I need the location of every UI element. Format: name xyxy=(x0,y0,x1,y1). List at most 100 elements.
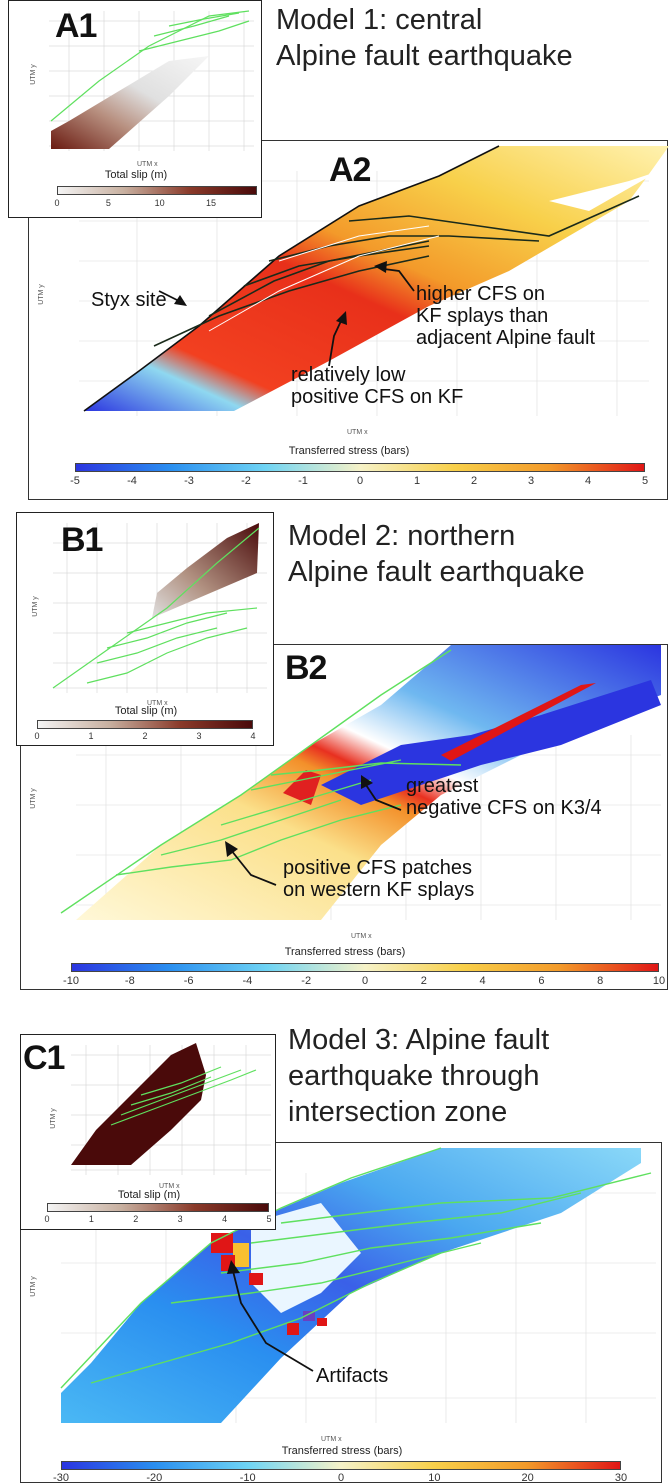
a2-cbar-tick: 5 xyxy=(641,475,649,487)
c1-ylabel: UTM y xyxy=(49,1108,57,1129)
a2-annot-higher-2: KF splays than xyxy=(416,305,549,327)
c1-slip-field xyxy=(71,1043,206,1165)
a2-arrow-styx xyxy=(158,290,180,302)
c2-artifact-patches xyxy=(211,1233,327,1335)
b2-ylabel: UTM y xyxy=(29,788,37,809)
c2-xlabel: UTM x xyxy=(321,1436,342,1443)
b2-cbar-tick: 4 xyxy=(479,975,486,987)
model3-title-line1: Model 3: Alpine fault xyxy=(288,1024,550,1056)
a2-stress-field xyxy=(84,146,669,411)
b2-cbar-tick: 10 xyxy=(652,975,666,987)
a2-xlabel: UTM x xyxy=(347,429,368,436)
a2-cbar-tick: -5 xyxy=(70,475,80,487)
model1-title: Model 1: central Alpine fault earthquake xyxy=(276,2,573,74)
b1-cbar-tick: 3 xyxy=(196,731,202,741)
b2-cbar-tick: 2 xyxy=(420,975,427,987)
a2-annot-low-2: positive CFS on KF xyxy=(291,386,464,408)
a1-cbar-title: Total slip (m) xyxy=(104,169,168,181)
model1-title-line2: Alpine fault earthquake xyxy=(276,40,573,72)
a2-cbar-tick: 2 xyxy=(470,475,478,487)
c1-cbar-tick: 3 xyxy=(177,1214,183,1224)
a2-cbar-tick: -1 xyxy=(298,475,308,487)
a2-arrowhead-styx xyxy=(174,295,187,306)
a1-cbar-tick: 15 xyxy=(205,198,217,208)
b1-plot xyxy=(52,523,267,693)
a2-cbar-tick: 1 xyxy=(413,475,421,487)
a1-ylabel: UTM y xyxy=(29,64,37,85)
c2-white-zone xyxy=(251,1203,361,1313)
c1-label: C1 xyxy=(23,1039,65,1077)
a2-annot-low-1: relatively low xyxy=(291,364,406,386)
b2-red-patch xyxy=(283,770,321,805)
a1-inset: A1 UTM y UTM x Total slip (m) 0 5 10 15 xyxy=(8,0,262,218)
b2-negative-blocks xyxy=(321,680,661,805)
a2-ylabel: UTM y xyxy=(37,284,45,305)
b2-arrow-positive xyxy=(230,849,277,886)
a2-annot-higher-1: higher CFS on xyxy=(416,283,545,305)
a1-plot xyxy=(49,10,254,151)
c1-cbar-title: Total slip (m) xyxy=(117,1189,181,1201)
c2-cbar-title: Transferred stress (bars) xyxy=(281,1445,403,1457)
b2-cbar-tick: -4 xyxy=(242,975,253,987)
a2-plot xyxy=(79,145,669,416)
b2-cbar-tick: 6 xyxy=(538,975,545,987)
b2-annot-greatest-1: greatest xyxy=(406,775,479,797)
b2-cbar-tick: 0 xyxy=(361,975,369,987)
model3-title-line2: earthquake through xyxy=(288,1060,540,1092)
a1-slip-field xyxy=(51,56,209,149)
c1-inset: C1 UTM y UTM x Total slip (m) 0 1 2 3 4 5 xyxy=(20,1034,276,1230)
c2-colorbar xyxy=(61,1461,621,1470)
a2-white-traces xyxy=(208,225,440,332)
c2-cbar-tick: 20 xyxy=(521,1472,534,1484)
a2-cbar-title: Transferred stress (bars) xyxy=(288,445,410,457)
b2-cbar-tick: -10 xyxy=(63,975,79,987)
b1-inset: B1 UTM y UTM x Total slip (m) 0 1 2 3 4 xyxy=(16,512,274,746)
b2-arrowhead-positive xyxy=(225,841,238,857)
c1-cbar-tick: 4 xyxy=(222,1214,228,1224)
model2-title-line2: Alpine fault earthquake xyxy=(288,556,585,588)
a1-label: A1 xyxy=(55,7,97,45)
model1-title-line1: Model 1: central xyxy=(276,4,483,36)
a2-panel: A2 Styx site higher CFS on KF splays tha… xyxy=(28,140,669,500)
b2-cbar-tick: -8 xyxy=(124,975,135,987)
b1-ylabel: UTM y xyxy=(31,596,39,617)
b1-xlabel: UTM x xyxy=(147,700,168,707)
a1-cbar-tick: 5 xyxy=(105,198,111,208)
c2-cbar-tick: 10 xyxy=(428,1472,441,1484)
a2-cbar-tick: -2 xyxy=(241,475,251,487)
a2-label: A2 xyxy=(329,151,371,189)
b2-annot-positive-2: on western KF splays xyxy=(283,879,475,901)
a2-cbar-tick: 4 xyxy=(584,475,592,487)
b1-traces xyxy=(52,527,260,689)
model2-title-line1: Model 2: northern xyxy=(288,520,516,552)
c2-cbar-tick: -30 xyxy=(53,1472,69,1484)
a2-arrowhead-low xyxy=(336,311,347,325)
a1-cbar-tick: 0 xyxy=(54,198,60,208)
c1-cbar-tick: 0 xyxy=(44,1214,50,1224)
b1-cbar-tick: 0 xyxy=(34,731,40,741)
c2-cbar-tick: -20 xyxy=(146,1472,163,1484)
c2-annot-artifacts: Artifacts xyxy=(316,1365,389,1387)
b1-cbar-tick: 2 xyxy=(142,731,148,741)
b1-cbar-tick: 4 xyxy=(250,731,256,741)
a2-cbar-tick: 0 xyxy=(356,475,364,487)
b2-xlabel: UTM x xyxy=(351,933,372,940)
b2-annot-greatest-2: negative CFS on K3/4 xyxy=(406,797,602,819)
a2-arrow-low xyxy=(328,320,342,367)
c2-stress-field xyxy=(61,1148,641,1423)
model3-title: Model 3: Alpine fault earthquake through… xyxy=(288,1022,549,1130)
b1-cbar-title: Total slip (m) xyxy=(114,705,178,717)
b2-cbar-tick: -6 xyxy=(183,975,194,987)
a2-annot-higher-3: adjacent Alpine fault xyxy=(416,327,596,349)
c2-plot xyxy=(60,1147,656,1423)
b2-arrowhead-greatest xyxy=(361,775,373,789)
b2-label: B2 xyxy=(285,649,327,687)
b2-cbar-title: Transferred stress (bars) xyxy=(284,946,406,958)
c1-cbar-tick: 2 xyxy=(133,1214,139,1224)
b1-colorbar xyxy=(37,720,253,729)
a2-arrowhead-higher xyxy=(374,261,387,273)
c1-cbar-tick: 1 xyxy=(88,1214,94,1224)
a1-xlabel: UTM x xyxy=(137,161,158,168)
b2-annot-positive-1: positive CFS patches xyxy=(283,857,472,879)
c1-colorbar xyxy=(47,1203,269,1212)
